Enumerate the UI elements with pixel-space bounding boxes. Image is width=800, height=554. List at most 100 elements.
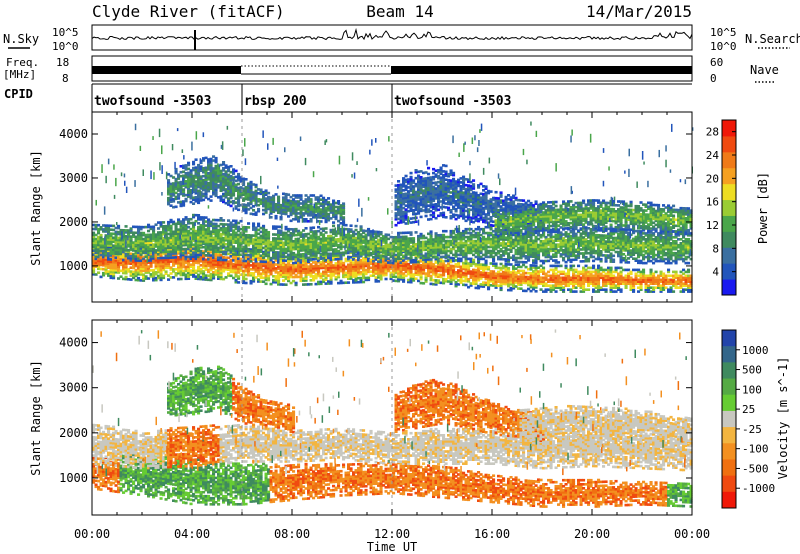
- scatter-cell: [214, 226, 218, 230]
- scatter-cell: [189, 196, 193, 200]
- scatter-cell: [202, 254, 206, 257]
- scatter-cell: [92, 223, 96, 227]
- scatter-cell: [129, 241, 133, 244]
- scatter-cell: [217, 269, 221, 273]
- scatter-cell: [167, 240, 171, 244]
- scatter-cell: [184, 185, 188, 189]
- scatter-cell: [97, 265, 101, 269]
- scatter-cell: [217, 238, 221, 242]
- scatter-cell: [219, 253, 223, 257]
- scatter-cell: [187, 277, 191, 280]
- scatter-cell: [202, 266, 206, 269]
- scatter-cell: [159, 237, 163, 240]
- scatter-cell: [214, 192, 218, 196]
- scatter-cell: [149, 235, 153, 239]
- scatter-cell: [174, 177, 178, 181]
- scatter-cell: [137, 243, 141, 247]
- scatter-cell: [92, 267, 96, 270]
- scatter-cell: [204, 186, 208, 189]
- scatter-cell: [182, 200, 186, 203]
- scatter-cell: [197, 197, 201, 201]
- scatter-cell: [102, 262, 106, 265]
- scatter-cell: [207, 232, 211, 235]
- scatter-cell: [217, 180, 221, 183]
- scatter-cell: [204, 266, 208, 269]
- scatter-cell: [439, 166, 443, 170]
- scatter-cell: [202, 226, 206, 229]
- scatter-cell: [192, 225, 196, 229]
- scatter-cell: [169, 258, 173, 261]
- scatter-cell: [134, 251, 138, 254]
- scatter-cell: [204, 262, 208, 265]
- scatter-cell: [127, 253, 131, 256]
- scatter-cell: [162, 256, 166, 260]
- scatter-cell: [134, 274, 138, 278]
- scatter-cell: [147, 253, 151, 256]
- scatter-cell: [137, 245, 141, 249]
- scatter-cell: [427, 166, 431, 170]
- scatter-cell: [194, 241, 198, 245]
- scatter-cell: [209, 167, 213, 171]
- scatter-cell: [179, 174, 183, 178]
- scatter-cell: [159, 223, 163, 226]
- scatter-cell: [212, 248, 216, 251]
- scatter-cell: [192, 261, 196, 264]
- scatter-cell: [109, 270, 113, 274]
- scatter-cell: [212, 181, 216, 184]
- scatter-cell: [179, 257, 183, 261]
- scatter-cell: [144, 271, 148, 274]
- scatter-cell: [162, 229, 166, 232]
- scatter-cell: [142, 279, 146, 282]
- scatter-cell: [194, 188, 198, 191]
- scatter-cell: [179, 252, 183, 255]
- scatter-cell: [274, 193, 278, 196]
- freq-tick-top: 18: [56, 56, 69, 69]
- scatter-cell: [159, 243, 163, 246]
- scatter-cell: [217, 267, 221, 271]
- scatter-cell: [122, 263, 126, 267]
- scatter-cell: [212, 232, 216, 236]
- scatter-cell: [147, 277, 151, 280]
- scatter-cell: [94, 239, 98, 243]
- scatter-cell: [219, 269, 223, 273]
- scatter-cell: [159, 264, 163, 268]
- scatter-cell: [209, 163, 213, 167]
- scatter-cell: [209, 171, 213, 175]
- scatter-cell: [184, 265, 188, 269]
- scatter-cell: [157, 231, 161, 234]
- scatter-cell: [129, 243, 133, 246]
- scatter-cell: [169, 192, 173, 196]
- scatter-cell: [209, 258, 213, 262]
- scatter-cell: [97, 223, 101, 227]
- scatter-cell: [92, 235, 96, 239]
- scatter-cell: [214, 180, 218, 184]
- scatter-cell: [202, 167, 206, 170]
- scatter-cell: [222, 258, 226, 262]
- freq-trace-2: [391, 66, 692, 74]
- scatter-cell: [112, 250, 116, 253]
- scatter-cell: [182, 257, 186, 261]
- scatter-cell: [159, 254, 163, 258]
- nsearch-tick-top: 10^5: [710, 26, 737, 39]
- scatter-cell: [192, 231, 196, 235]
- scatter-cell: [104, 244, 108, 247]
- scatter-cell: [434, 216, 438, 220]
- scatter-cell: [214, 224, 218, 228]
- scatter-cell: [222, 265, 226, 269]
- scatter-cell: [287, 193, 291, 196]
- scatter-cell: [184, 172, 188, 175]
- scatter-cell: [152, 235, 156, 238]
- scatter-cell: [139, 251, 143, 254]
- scatter-cell: [134, 249, 138, 252]
- scatter-cell: [119, 234, 123, 238]
- scatter-cell: [187, 225, 191, 229]
- scatter-cell: [119, 246, 123, 250]
- scatter-cell: [202, 262, 206, 265]
- scatter-cell: [117, 232, 121, 236]
- scatter-cell: [124, 277, 128, 281]
- scatter-cell: [212, 267, 216, 270]
- scatter-cell: [204, 278, 208, 281]
- scatter-cell: [152, 227, 156, 231]
- scatter-cell: [174, 197, 178, 201]
- scatter-cell: [187, 195, 191, 198]
